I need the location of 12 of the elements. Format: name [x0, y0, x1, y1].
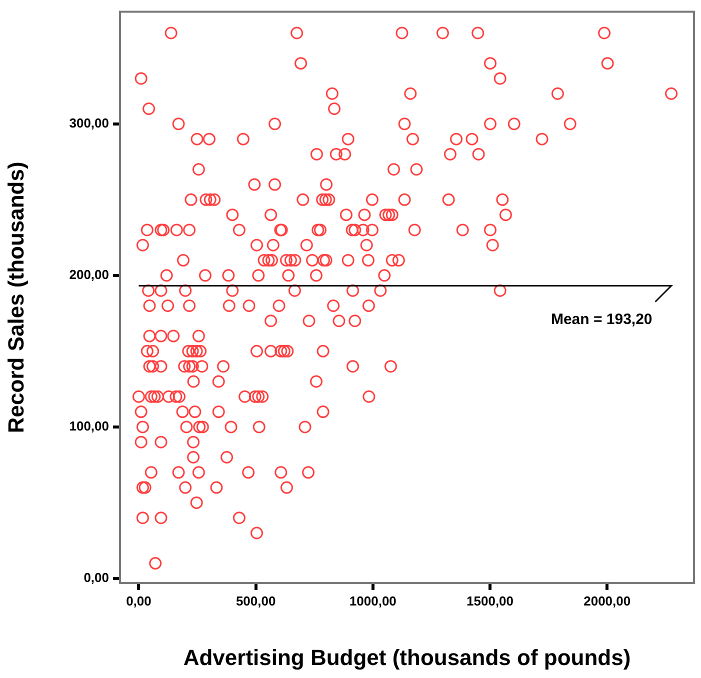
x-axis-title: Advertising Budget (thousands of pounds) [183, 644, 631, 670]
x-tick-label: 500,00 [236, 593, 276, 608]
x-tick-label: 1500,00 [466, 593, 514, 608]
x-tick-label: 2000,00 [584, 593, 631, 608]
y-tick-label: 100,00 [69, 418, 109, 434]
y-tick-label: 0,00 [84, 570, 109, 586]
x-tick-label: 1000,00 [349, 593, 396, 608]
y-tick-label: 300,00 [69, 115, 109, 130]
y-axis-title: Record Sales (thousands) [3, 162, 28, 434]
ref-line-label: Mean = 193,20 [550, 310, 652, 328]
y-tick-label: 200,00 [69, 267, 109, 282]
x-tick-label: 0,00 [126, 593, 152, 608]
